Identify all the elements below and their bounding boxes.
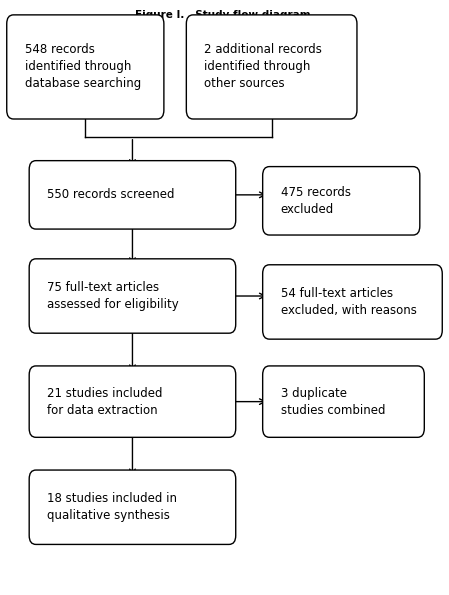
Text: 2 additional records
identified through
other sources: 2 additional records identified through … — [204, 43, 322, 90]
Text: 75 full-text articles
assessed for eligibility: 75 full-text articles assessed for eligi… — [47, 281, 179, 311]
FancyBboxPatch shape — [186, 15, 357, 119]
FancyBboxPatch shape — [263, 167, 420, 235]
FancyBboxPatch shape — [263, 366, 424, 437]
FancyBboxPatch shape — [7, 15, 164, 119]
Text: 21 studies included
for data extraction: 21 studies included for data extraction — [47, 387, 163, 416]
FancyBboxPatch shape — [29, 470, 236, 544]
Text: 3 duplicate
studies combined: 3 duplicate studies combined — [281, 387, 385, 416]
Text: 548 records
identified through
database searching: 548 records identified through database … — [25, 43, 141, 90]
FancyBboxPatch shape — [29, 161, 236, 229]
FancyBboxPatch shape — [263, 265, 442, 339]
Text: Figure I.   Study flow diagram.: Figure I. Study flow diagram. — [135, 10, 314, 20]
Text: 18 studies included in
qualitative synthesis: 18 studies included in qualitative synth… — [47, 492, 177, 522]
Text: 54 full-text articles
excluded, with reasons: 54 full-text articles excluded, with rea… — [281, 287, 417, 317]
FancyBboxPatch shape — [29, 366, 236, 437]
Text: 550 records screened: 550 records screened — [47, 189, 175, 201]
FancyBboxPatch shape — [29, 259, 236, 333]
Text: 475 records
excluded: 475 records excluded — [281, 186, 351, 216]
